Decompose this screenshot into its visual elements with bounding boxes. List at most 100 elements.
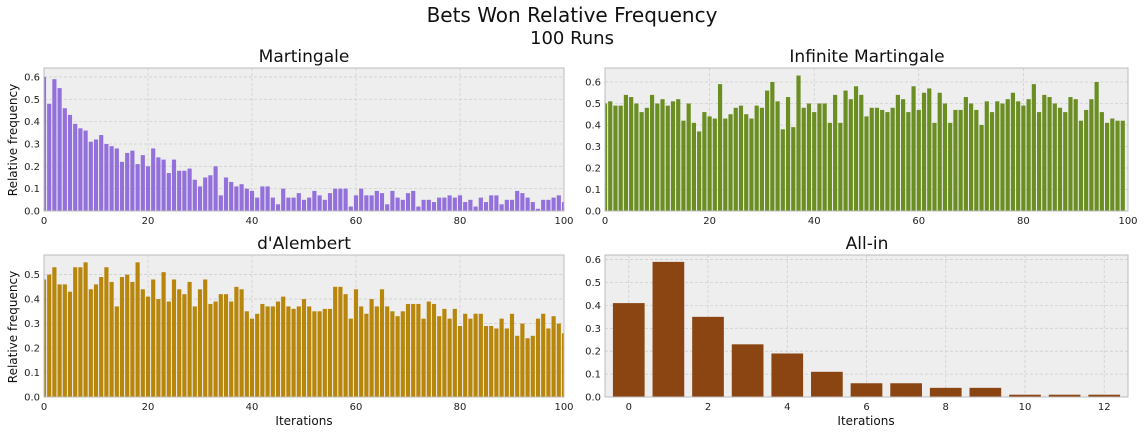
bar: [1063, 112, 1068, 211]
bar: [717, 84, 723, 211]
bar: [73, 123, 78, 211]
bar: [911, 86, 916, 211]
x-ticks: 0 20 40 60 80 100: [41, 402, 574, 413]
bar: [817, 103, 822, 211]
bar: [333, 286, 338, 397]
y-ticks: 0.0 0.1 0.2 0.3 0.4 0.5: [24, 270, 40, 403]
y-axis-label: Relative frequency: [6, 84, 20, 196]
plot-frame: [604, 67, 1129, 212]
bar: [135, 262, 140, 397]
x-ticks: 0 2 4 6 8 10 12: [626, 402, 1111, 413]
bar: [494, 195, 499, 211]
bar: [359, 306, 364, 397]
bar: [364, 195, 369, 211]
bar: [218, 195, 223, 211]
y-tick-label: 0.5: [585, 99, 601, 110]
bar: [47, 274, 52, 397]
bar: [1005, 99, 1010, 211]
bar: [1120, 120, 1125, 211]
plot-frame: [43, 67, 565, 212]
bar: [400, 311, 405, 397]
x-tick-label: 0: [41, 402, 47, 413]
bar: [932, 122, 937, 211]
y-tick-label: 0.6: [24, 72, 40, 83]
bar: [880, 109, 885, 211]
bar: [270, 197, 275, 211]
bar: [44, 76, 47, 211]
bar: [489, 195, 494, 211]
bar: [494, 328, 499, 397]
bar: [166, 301, 171, 397]
x-axis-label: Iterations: [837, 414, 894, 428]
bar: [749, 118, 754, 211]
bar: [1048, 394, 1081, 397]
bar: [343, 188, 348, 211]
bar: [104, 143, 109, 211]
x-tick-label: 20: [142, 402, 155, 413]
bar: [649, 94, 655, 211]
bar: [369, 299, 374, 397]
bar: [197, 289, 203, 397]
bar: [67, 114, 73, 211]
x-tick-label: 100: [554, 402, 573, 413]
bar: [791, 127, 796, 211]
bar: [1099, 112, 1104, 211]
bar: [411, 303, 416, 397]
bar: [1042, 94, 1047, 211]
bar: [1068, 97, 1073, 211]
plot-frame: [604, 254, 1129, 398]
bar: [239, 184, 244, 211]
bar: [504, 328, 509, 397]
x-tick-label: 40: [246, 216, 259, 227]
bar: [812, 112, 817, 211]
bars: [605, 75, 1125, 212]
bar: [452, 308, 457, 397]
bar: [234, 286, 239, 397]
bar: [452, 197, 457, 211]
y-tick-label: 0.0: [24, 393, 40, 404]
bar: [234, 186, 239, 211]
x-tick-label: 6: [863, 402, 869, 413]
x-tick-label: 8: [943, 402, 949, 413]
bar: [827, 122, 832, 211]
bar: [442, 197, 447, 211]
bar: [73, 267, 78, 397]
bar: [785, 97, 791, 211]
bar: [613, 105, 618, 211]
bar: [296, 306, 301, 397]
x-tick-label: 80: [454, 402, 467, 413]
bar: [644, 107, 649, 211]
y-tick-label: 0.2: [24, 344, 40, 355]
bars: [612, 261, 1121, 397]
bar: [660, 99, 665, 211]
y-tick-label: 0.3: [24, 139, 40, 150]
y-tick-label: 0.0: [585, 207, 601, 218]
bar: [1000, 103, 1005, 211]
bar: [556, 195, 561, 211]
x-tick-label: 20: [703, 216, 716, 227]
bar: [612, 303, 645, 397]
bar: [52, 79, 57, 211]
bar: [530, 335, 535, 397]
y-tick-label: 0.0: [24, 207, 40, 218]
x-tick-label: 100: [1118, 216, 1137, 227]
bar: [177, 289, 182, 397]
bar: [255, 197, 260, 211]
y-tick-label: 0.6: [585, 77, 601, 88]
bar: [483, 326, 489, 397]
bar: [473, 313, 478, 397]
bar: [260, 303, 265, 397]
bar: [1088, 394, 1121, 397]
bar: [697, 131, 702, 211]
bar: [499, 204, 504, 211]
bar: [348, 318, 353, 397]
bar: [353, 289, 359, 397]
bar: [561, 333, 564, 397]
bar: [989, 112, 995, 211]
x-tick-label: 4: [784, 402, 790, 413]
bar: [1016, 101, 1021, 211]
bar: [151, 148, 156, 211]
bar: [78, 267, 83, 397]
x-tick-label: 10: [1019, 402, 1032, 413]
